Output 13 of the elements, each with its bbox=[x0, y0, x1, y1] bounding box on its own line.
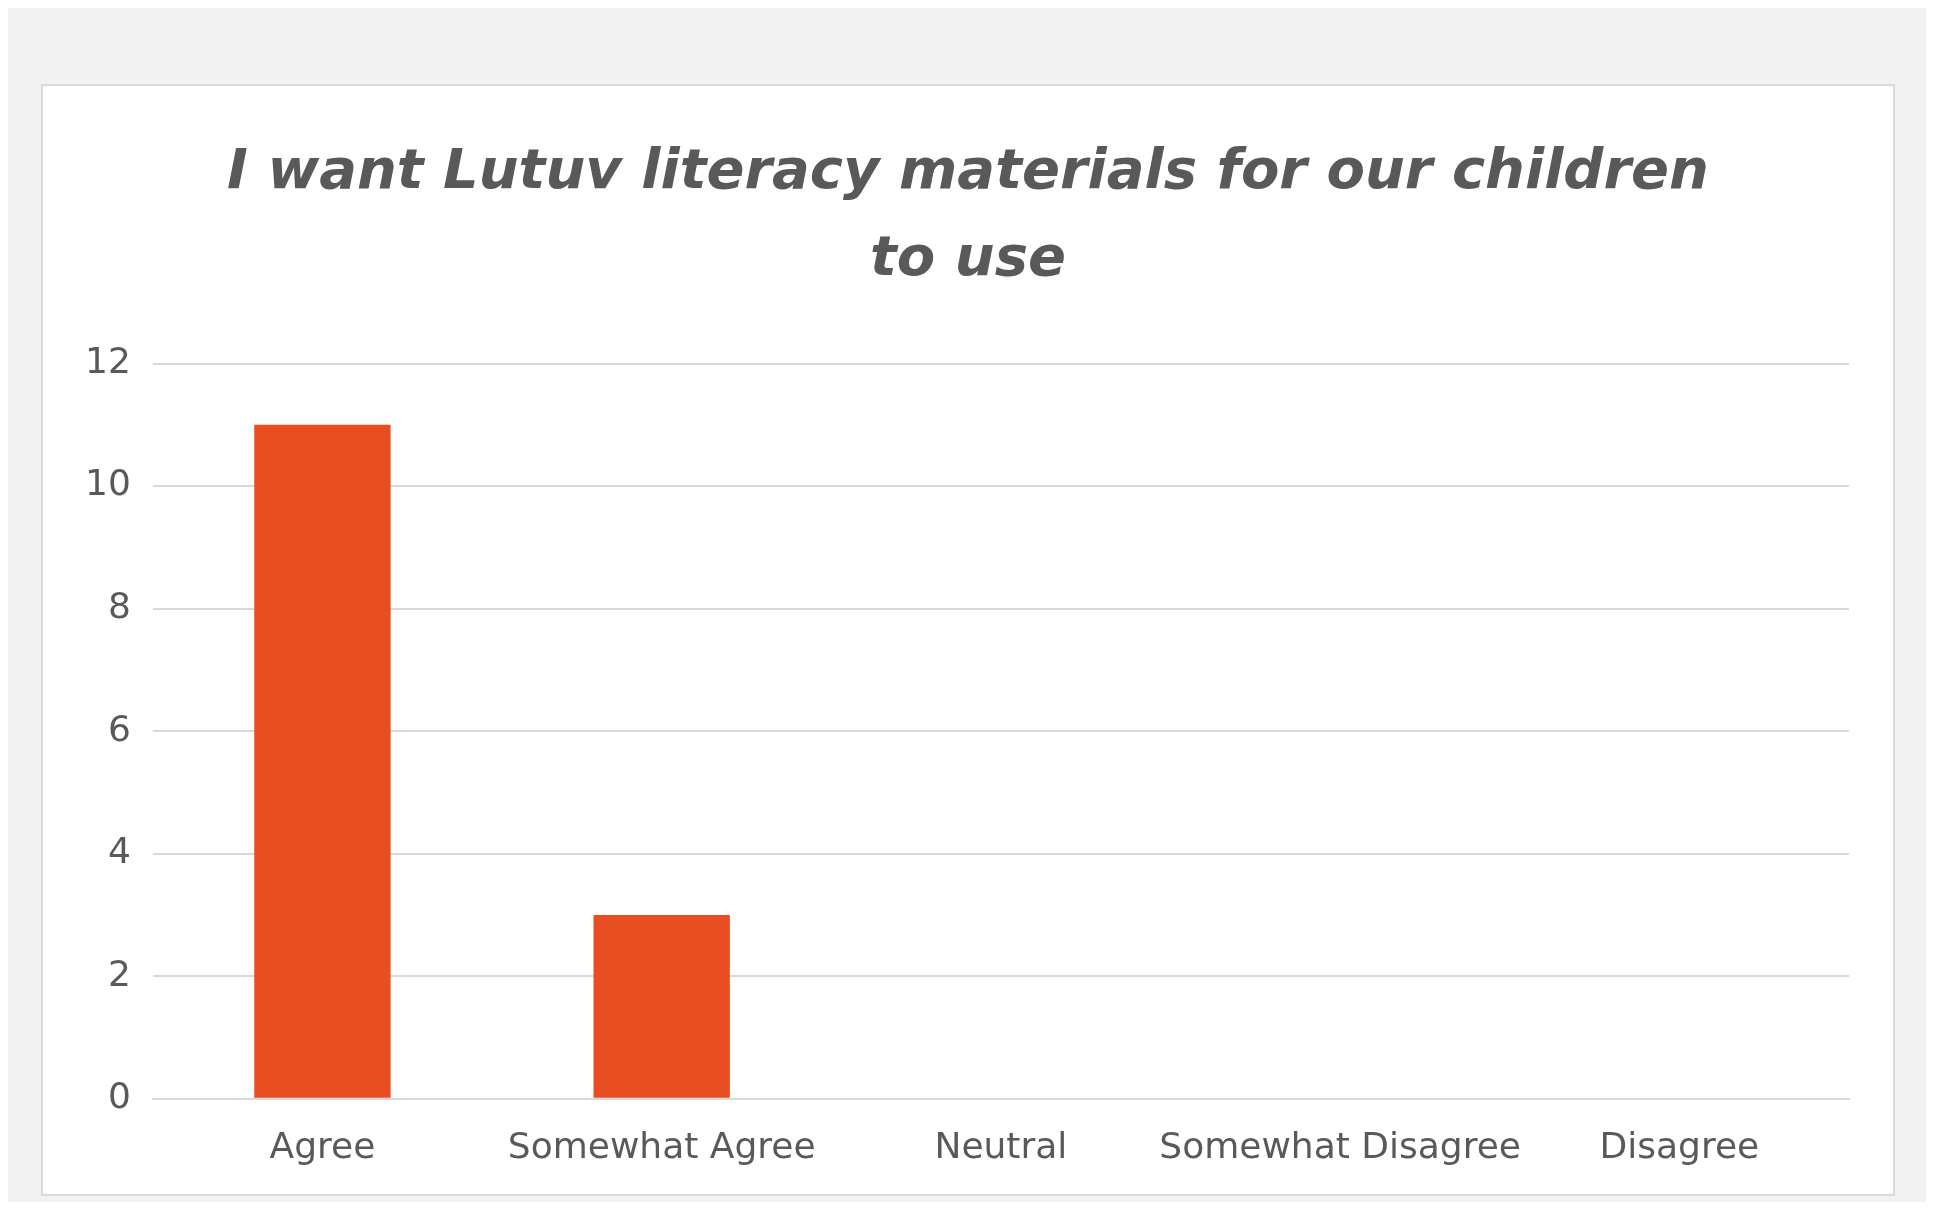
x-tick-label: Neutral bbox=[934, 1124, 1068, 1166]
chart-title: I want Lutuv literacy materials for our children to use bbox=[226, 135, 1710, 290]
x-tick-label: Somewhat Agree bbox=[507, 1124, 816, 1166]
x-tick-label: Disagree bbox=[1599, 1124, 1760, 1166]
y-tick-label: 10 bbox=[85, 462, 131, 504]
x-tick-label: Somewhat Disagree bbox=[1159, 1124, 1521, 1166]
y-tick-label: 6 bbox=[107, 707, 131, 749]
x-tick-label: Agree bbox=[269, 1124, 376, 1166]
y-tick-label: 4 bbox=[107, 829, 131, 871]
y-tick-label: 12 bbox=[85, 339, 131, 381]
y-tick-label: 8 bbox=[107, 584, 131, 626]
y-tick-label: 0 bbox=[107, 1074, 131, 1116]
y-tick-label: 2 bbox=[107, 952, 131, 994]
